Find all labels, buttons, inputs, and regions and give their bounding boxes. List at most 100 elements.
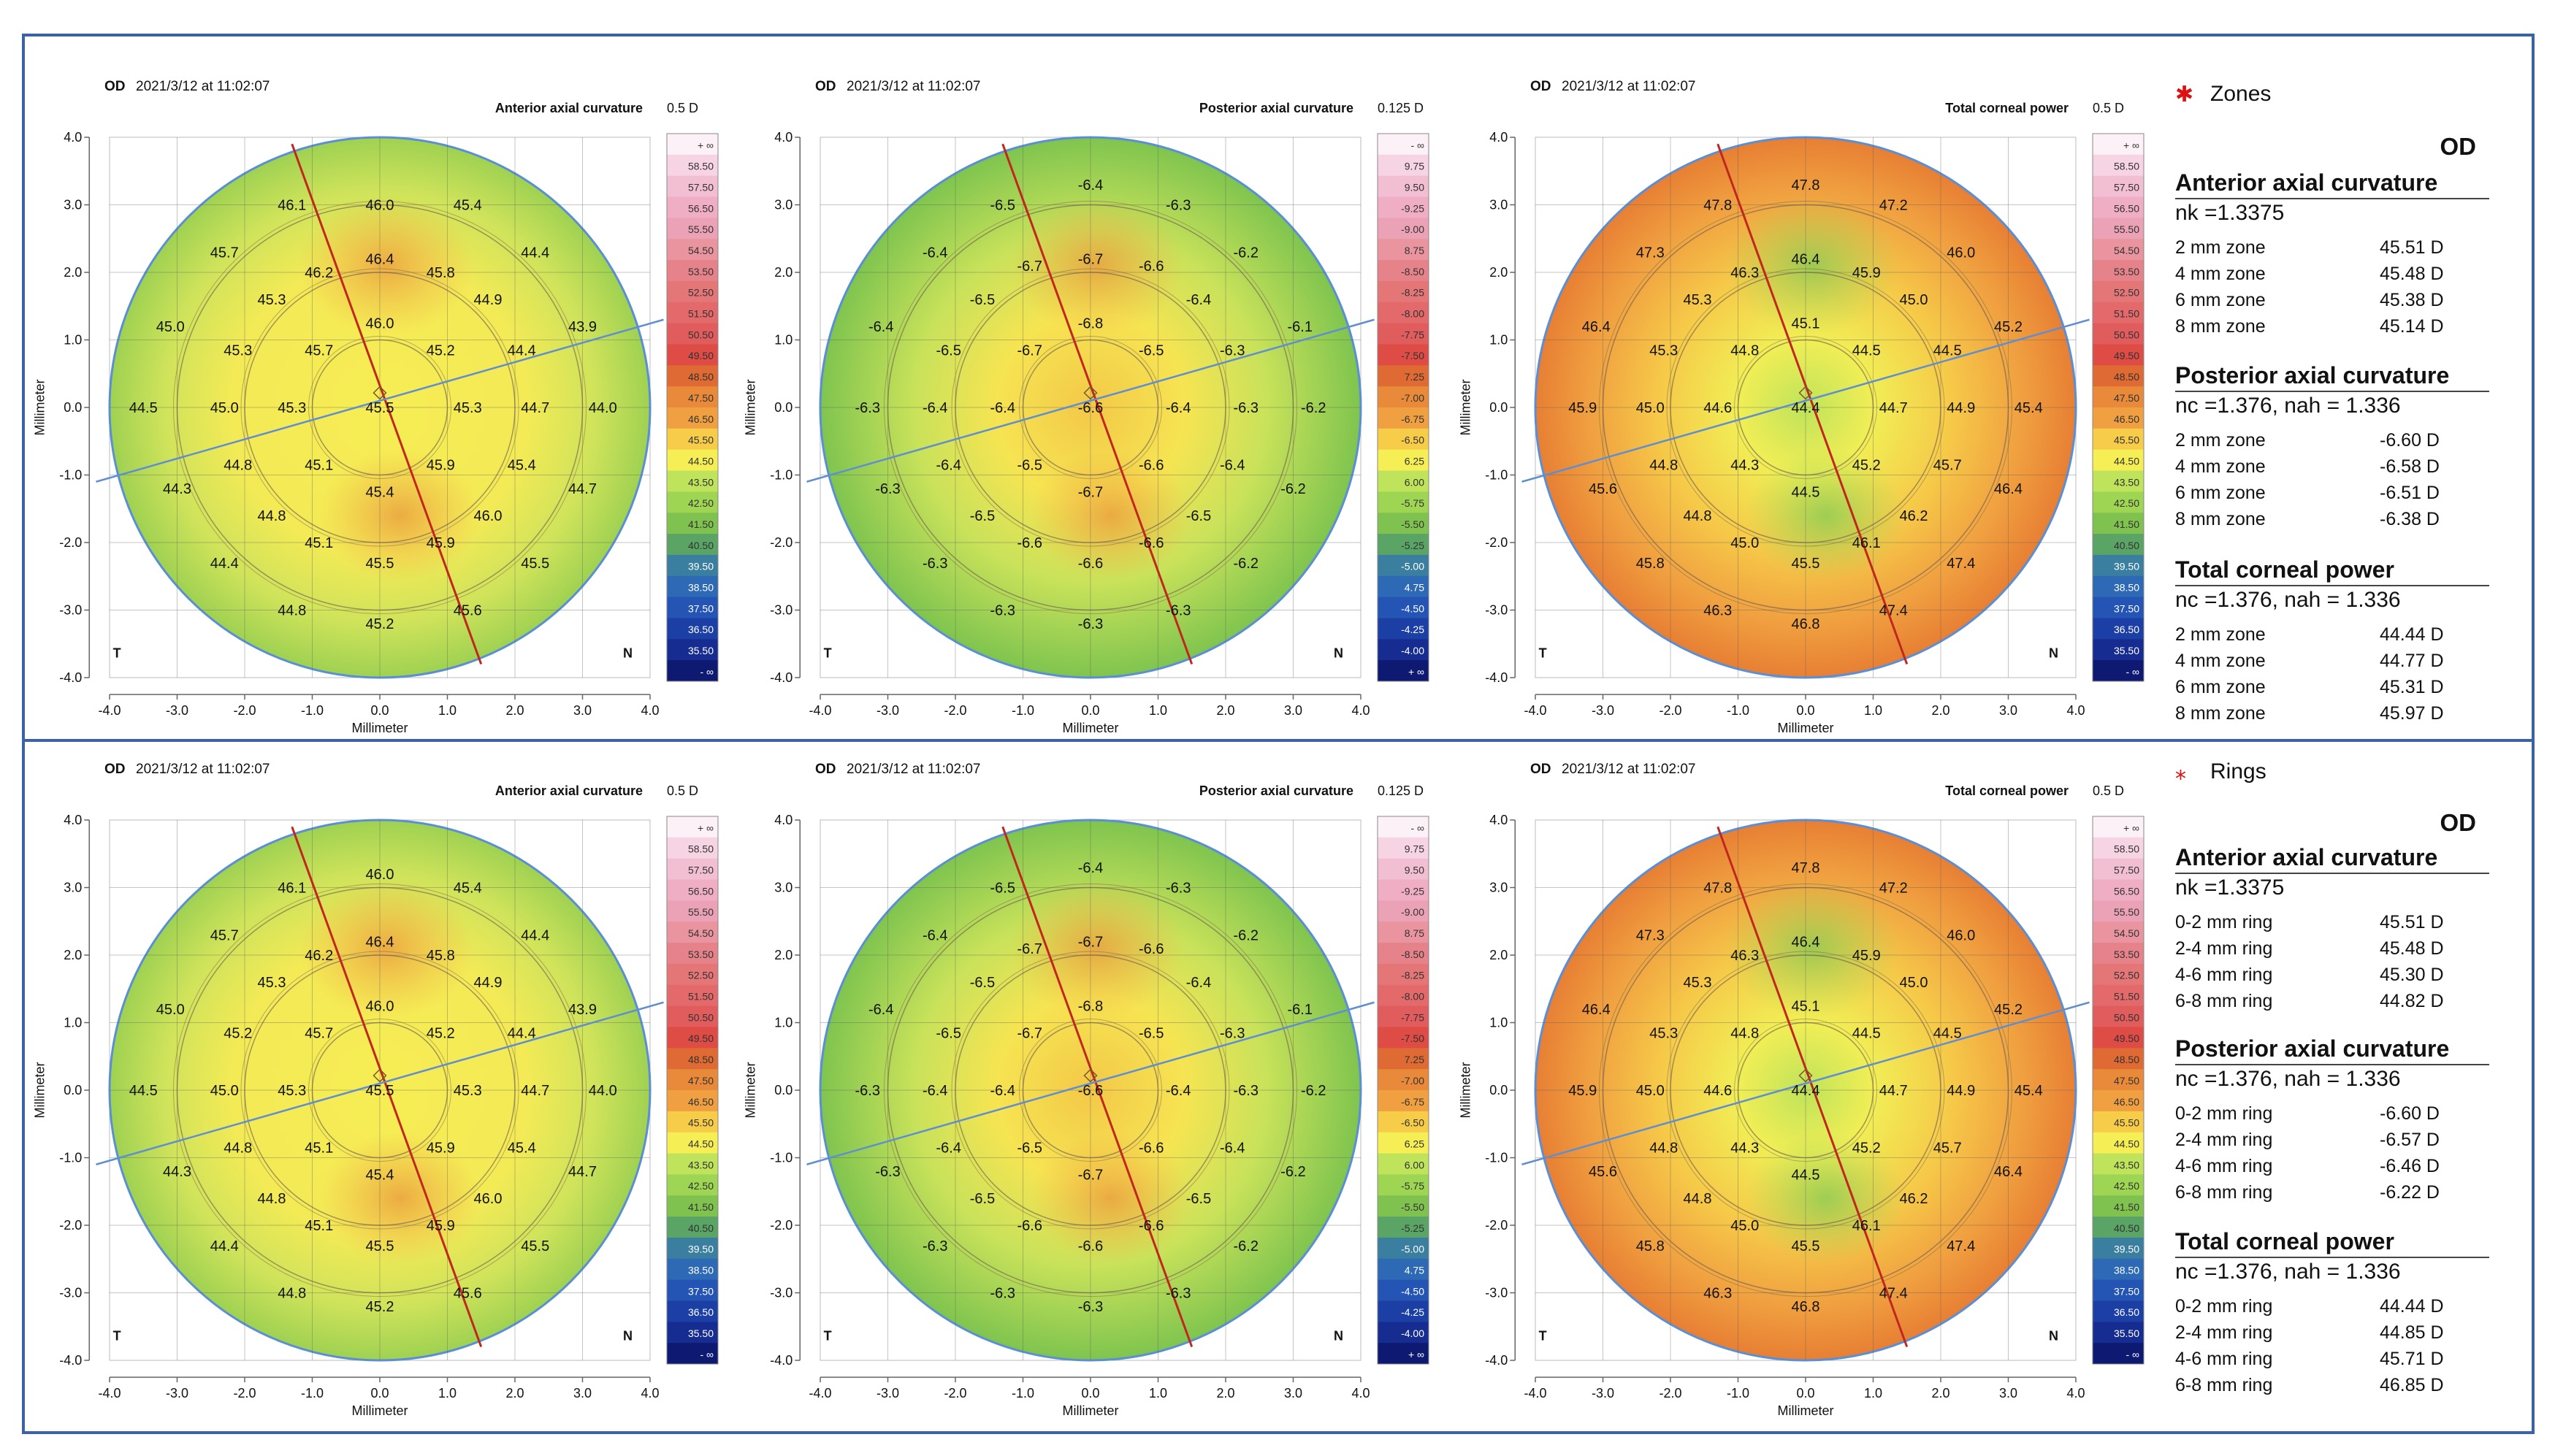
scale-label: -6.50 — [1401, 1117, 1424, 1129]
scale-swatch — [1378, 1005, 1429, 1027]
scale-label: 43.50 — [688, 476, 714, 488]
steep-meridian — [291, 826, 483, 1348]
zone-label: 4 mm zone — [2175, 456, 2266, 477]
zone-value: 45.97 D — [2380, 703, 2444, 724]
x-tick-label: -2.0 — [233, 703, 256, 718]
scale-swatch — [2093, 879, 2144, 901]
map-value: -6.6 — [1139, 535, 1164, 551]
y-tick-label: -1.0 — [1485, 1151, 1508, 1165]
zone-label: 6 mm zone — [2175, 677, 2266, 697]
y-tick-label: -1.0 — [59, 468, 82, 483]
scale-swatch — [667, 1027, 718, 1049]
scale-label: 45.50 — [2114, 434, 2139, 446]
scale-label: 46.50 — [688, 1096, 714, 1108]
scale-label: 41.50 — [2114, 1201, 2139, 1213]
map-value: 46.4 — [1792, 252, 1820, 268]
scale-label: -4.00 — [1401, 645, 1424, 656]
map-value: -6.4 — [1220, 458, 1245, 474]
scale-label: 53.50 — [2114, 266, 2139, 277]
map-value: -6.7 — [1078, 935, 1103, 951]
y-axis-label: Millimeter — [1458, 1062, 1473, 1118]
x-tick-label: -1.0 — [301, 703, 324, 718]
map-value: -6.2 — [1234, 245, 1259, 261]
scale-swatch — [1378, 816, 1429, 838]
scale-label: 6.00 — [1405, 1159, 1424, 1170]
x-tick-label: 2.0 — [1931, 1386, 1949, 1401]
zone-value: 45.51 D — [2380, 237, 2444, 258]
scale-label: 58.50 — [688, 161, 714, 172]
map-value: 44.8 — [1649, 458, 1678, 474]
scale-swatch — [2093, 963, 2144, 986]
map-value: 44.5 — [1852, 342, 1881, 359]
y-tick-label: 1.0 — [1489, 1016, 1508, 1030]
map-value: 45.6 — [1589, 481, 1617, 497]
scale-label: 40.50 — [688, 540, 714, 551]
scale-swatch — [667, 922, 718, 943]
y-tick-label: 2.0 — [64, 948, 82, 962]
y-axis-label: Millimeter — [1458, 379, 1473, 435]
scale-label: 37.50 — [688, 1285, 714, 1297]
scale-swatch — [1378, 900, 1429, 922]
map-value: -6.7 — [1078, 252, 1103, 268]
zone-circle — [1734, 1019, 1877, 1162]
scale-swatch — [1378, 513, 1429, 534]
scale-label: -5.00 — [1401, 1244, 1424, 1255]
y-tick-label: 0.0 — [64, 1083, 82, 1097]
x-tick-label: -4.0 — [809, 1386, 831, 1401]
scale-swatch — [1378, 1300, 1429, 1322]
map-value: 47.8 — [1703, 881, 1732, 897]
map-value: -6.5 — [970, 975, 995, 991]
map-value: 45.6 — [454, 603, 482, 619]
scale-swatch — [667, 1195, 718, 1217]
map-value: 45.9 — [427, 1141, 455, 1157]
map-hotspot — [1725, 878, 1901, 1018]
scale-label: - ∞ — [700, 666, 714, 678]
map-title: Total corneal power — [1945, 783, 2069, 798]
scale-label: -7.50 — [1401, 1032, 1424, 1044]
map-value: 45.9 — [1852, 948, 1881, 964]
y-tick-label: -1.0 — [1485, 468, 1508, 483]
map-value: -6.6 — [1078, 556, 1103, 572]
y-tick-label: 1.0 — [64, 333, 82, 348]
scale-swatch — [1378, 154, 1429, 177]
scale-label: -8.00 — [1401, 991, 1424, 1003]
map-value: -6.4 — [923, 1083, 947, 1099]
scale-swatch — [2093, 1195, 2144, 1217]
map-value: -6.7 — [1017, 941, 1042, 957]
zone-circle — [1602, 204, 2009, 611]
scale-swatch — [2093, 858, 2144, 881]
scale-label: 51.50 — [2114, 308, 2139, 320]
map-value: 45.5 — [366, 556, 394, 572]
scale-swatch — [667, 660, 718, 682]
x-tick-label: -4.0 — [98, 1386, 121, 1401]
map-value: 46.8 — [1792, 1299, 1820, 1315]
zone-circle — [1666, 951, 1945, 1230]
map-value: 44.6 — [1703, 400, 1732, 416]
scale-swatch — [2093, 1322, 2144, 1344]
y-tick-label: -4.0 — [59, 1353, 82, 1368]
y-tick-label: 4.0 — [774, 130, 793, 145]
scale-swatch — [2093, 365, 2144, 387]
ring-value: -6.57 D — [2380, 1130, 2440, 1150]
zones-section-posterior: Posterior axial curvature nc =1.376, nah… — [2175, 362, 2489, 535]
scale-swatch — [667, 1132, 718, 1154]
scale-label: - ∞ — [1410, 822, 1424, 834]
y-tick-label: 0.0 — [64, 400, 82, 415]
scale-swatch — [667, 1069, 718, 1091]
scale-swatch — [2093, 1027, 2144, 1049]
scale-label: 50.50 — [2114, 1011, 2139, 1023]
scale-label: 37.50 — [2114, 602, 2139, 614]
zone-circle — [951, 951, 1230, 1230]
x-tick-label: -3.0 — [1592, 1386, 1614, 1401]
map-value: 45.2 — [224, 1025, 252, 1041]
map-value: 45.3 — [1649, 342, 1678, 359]
scale-label: -8.50 — [1401, 949, 1424, 960]
map-value: 45.2 — [427, 342, 455, 359]
temporal-label: T — [824, 645, 832, 660]
map-value: -6.4 — [936, 1141, 961, 1157]
scale-label: 53.50 — [688, 949, 714, 960]
x-tick-label: -4.0 — [1524, 703, 1546, 718]
zone-circle — [308, 1019, 451, 1162]
map-value: 44.3 — [1730, 1141, 1759, 1157]
x-tick-label: 2.0 — [1216, 1386, 1234, 1401]
